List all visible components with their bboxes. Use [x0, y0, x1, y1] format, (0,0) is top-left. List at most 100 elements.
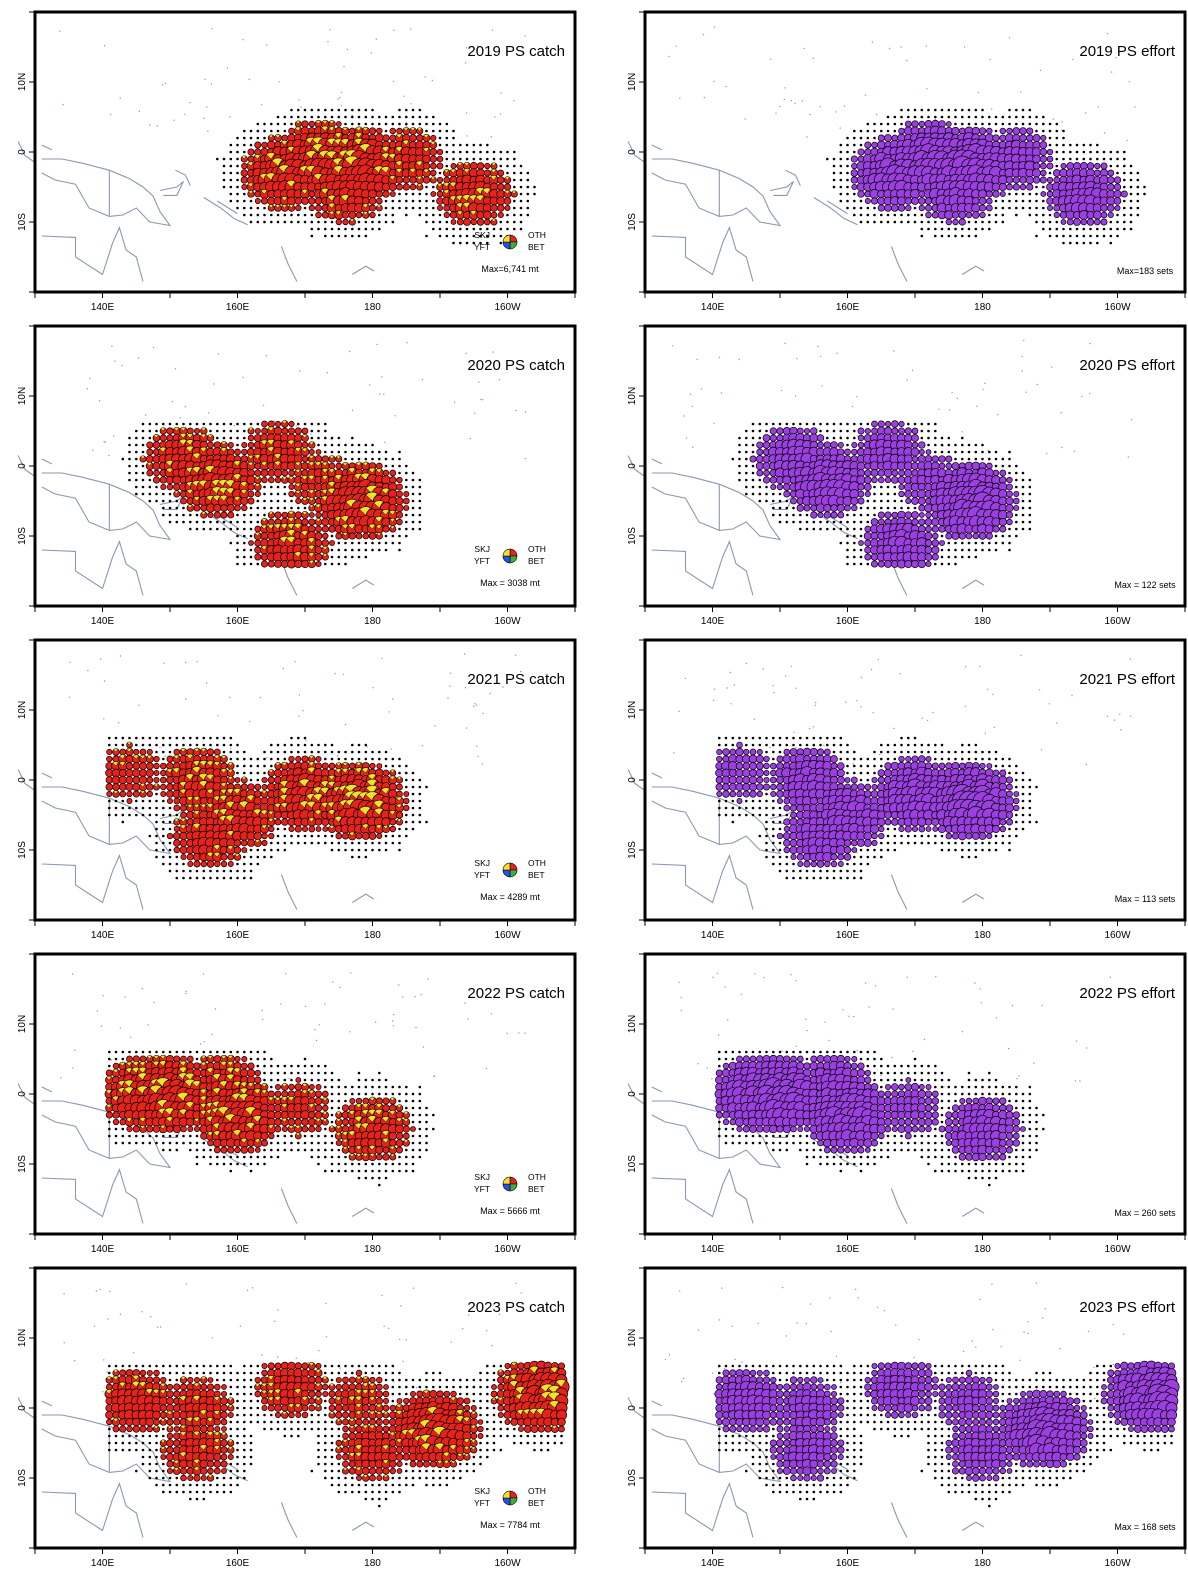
catch-circle [361, 832, 370, 840]
grid-cell-marker [121, 813, 125, 817]
y-tick-label: 10S [17, 213, 28, 231]
grid-cell-marker [303, 750, 307, 754]
grid-cell-marker [243, 548, 246, 552]
effort-circle [999, 769, 1007, 777]
catch-circle [153, 776, 160, 784]
island-dot [1081, 395, 1083, 398]
grid-cell-marker [954, 122, 957, 126]
grid-cell-marker [398, 471, 401, 475]
grid-cell-marker [940, 436, 944, 440]
effort-circle [722, 790, 730, 798]
grid-cell-marker [486, 241, 489, 245]
yft-slice [247, 461, 254, 467]
grid-cell-marker [738, 478, 741, 482]
effort-circle [972, 532, 980, 540]
grid-cell-marker [398, 548, 401, 552]
grid-cell-marker [229, 527, 233, 531]
grid-cell-marker [920, 213, 924, 217]
grid-cell-marker [853, 555, 856, 559]
yft-slice [295, 469, 301, 474]
grid-cell-marker [384, 115, 388, 119]
grid-cell-marker [357, 220, 361, 224]
grid-cell-marker [832, 429, 836, 433]
grid-cell-marker [216, 876, 219, 880]
island-dot [305, 739, 307, 742]
map-panel-effort-2019: 2019 PS effort 140E 160E 180 160W 10N 0 10S Ma… [627, 10, 1187, 318]
yft-slice [307, 474, 315, 481]
grid-cell-marker [330, 227, 334, 231]
grid-cell-marker [371, 108, 374, 112]
grid-cell-marker [189, 736, 192, 740]
catch-circle [396, 790, 403, 798]
grid-cell-marker [391, 220, 395, 224]
yft-slice [298, 778, 310, 788]
coastline [17, 769, 36, 791]
grid-cell-marker [141, 443, 145, 447]
yft-slice [219, 808, 228, 816]
grid-cell-marker [927, 220, 930, 224]
island-dot [1130, 715, 1132, 717]
coastline [352, 579, 375, 589]
grid-cell-marker [981, 548, 984, 552]
grid-cell-marker [758, 736, 762, 740]
island-dot [1127, 456, 1129, 458]
yft-slice [288, 510, 294, 516]
grid-cell-marker [155, 841, 158, 845]
island-dot [814, 704, 817, 707]
effort-circle [1006, 476, 1013, 484]
grid-cell-marker [391, 115, 395, 119]
catch-circle [159, 434, 167, 442]
grid-cell-marker [839, 171, 843, 175]
grid-cell-marker [425, 129, 428, 133]
grid-cell-marker [853, 562, 856, 566]
effort-circle [770, 783, 777, 791]
grid-cell-marker [249, 527, 253, 531]
island-dot [262, 404, 265, 406]
grid-cell-marker [738, 443, 741, 447]
grid-cell-marker [276, 213, 280, 217]
grid-cell-marker [445, 234, 449, 238]
grid-cell-marker [859, 555, 863, 559]
catch-circle [314, 539, 323, 547]
yft-slice [381, 152, 390, 160]
yft-slice [247, 161, 254, 167]
effort-circle [830, 504, 838, 512]
grid-cell-marker [954, 555, 957, 559]
grid-cell-marker [330, 757, 334, 761]
catch-circle [241, 448, 248, 456]
grid-cell-marker [229, 422, 233, 426]
grid-cell-marker [310, 234, 314, 238]
yft-slice [334, 474, 343, 481]
grid-cell-marker [357, 450, 361, 454]
effort-circle [728, 775, 738, 785]
grid-cell-marker [765, 750, 768, 754]
grid-cell-marker [961, 541, 964, 545]
yft-slice [375, 524, 382, 530]
catch-circle [301, 427, 309, 435]
effort-circle [979, 762, 986, 770]
effort-circle [918, 204, 925, 212]
grid-cell-marker [364, 750, 368, 754]
island-dot [62, 103, 64, 106]
grid-cell-marker [718, 736, 721, 740]
island-dot [1108, 359, 1111, 362]
grid-cell-marker [418, 492, 422, 496]
grid-cell-marker [290, 841, 293, 845]
grid-cell-marker [317, 108, 320, 112]
island-dot [156, 125, 158, 127]
yft-slice [199, 760, 208, 767]
island-dot [812, 57, 814, 59]
catch-circle [166, 790, 174, 798]
yft-slice [504, 176, 510, 181]
catch-circle [436, 162, 444, 170]
effort-circle [1086, 162, 1095, 170]
island-dot [1060, 411, 1062, 414]
grid-cell-marker [792, 736, 795, 740]
grid-cell-marker [927, 743, 930, 747]
grid-cell-marker [175, 862, 179, 866]
effort-circle [965, 211, 973, 219]
grid-cell-marker [839, 199, 843, 203]
grid-cell-marker [290, 108, 293, 112]
grid-cell-marker [249, 220, 253, 224]
effort-circle [748, 775, 758, 785]
